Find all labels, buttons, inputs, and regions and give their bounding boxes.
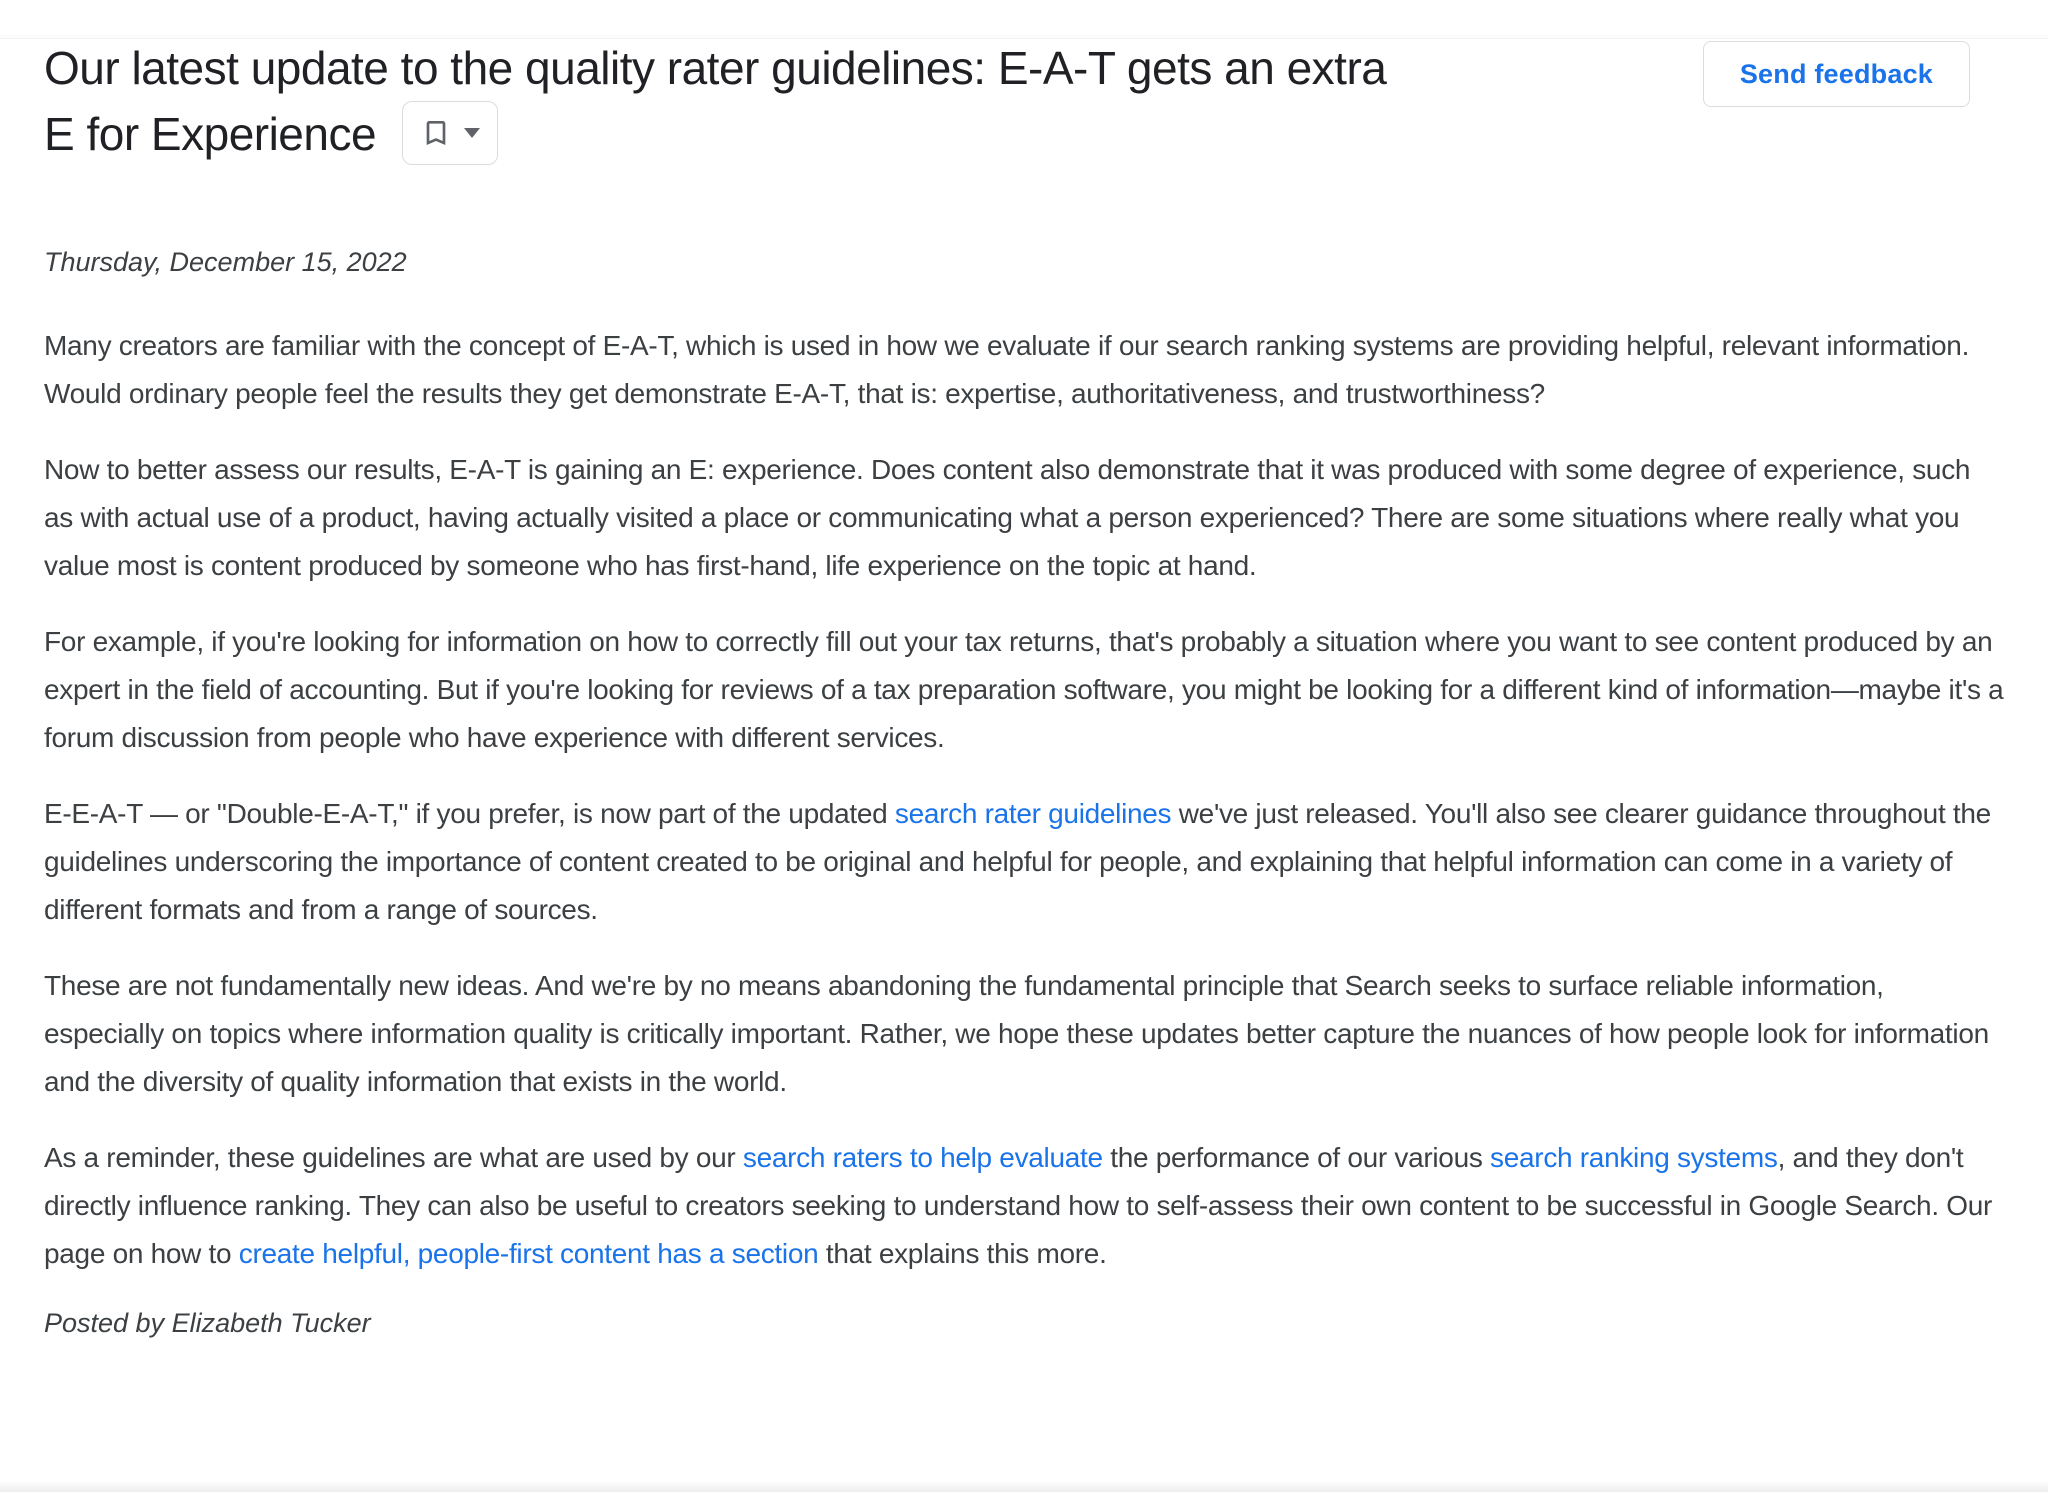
paragraph: As a reminder, these guidelines are what… — [44, 1134, 2004, 1278]
inline-link[interactable]: search raters to help evaluate — [742, 1141, 1103, 1173]
send-feedback-button[interactable]: Send feedback — [1702, 41, 1970, 107]
caret-down-icon — [464, 127, 481, 138]
paragraph: Many creators are familiar with the conc… — [44, 322, 2004, 418]
paragraph-text: that explains this more. — [818, 1237, 1107, 1269]
page-title-text: Our latest update to the quality rater g… — [44, 42, 1387, 160]
paragraph-text: For example, if you're looking for infor… — [44, 625, 2004, 753]
paragraph-text: Many creators are familiar with the conc… — [44, 329, 1970, 409]
paragraph: For example, if you're looking for infor… — [44, 618, 2004, 762]
blog-post-page: Our latest update to the quality rater g… — [0, 35, 2048, 1492]
publish-date: Thursday, December 15, 2022 — [44, 246, 407, 277]
inline-link[interactable]: search rater guidelines — [894, 797, 1172, 829]
paragraph-text: , and they don't directly influence rank… — [44, 1141, 1993, 1269]
bookmark-button[interactable] — [402, 100, 499, 165]
inline-link[interactable]: create helpful, people-first content has… — [238, 1237, 819, 1269]
page-title: Our latest update to the quality rater g… — [44, 35, 1404, 170]
paragraph-text: As a reminder, these guidelines are what… — [44, 1141, 743, 1173]
bookmark-icon — [420, 117, 452, 149]
inline-link[interactable]: search ranking systems — [1490, 1141, 1778, 1173]
paragraph-text: Now to better assess our results, E-A-T … — [44, 453, 1971, 581]
paragraph: These are not fundamentally new ideas. A… — [44, 962, 2004, 1106]
paragraph: Now to better assess our results, E-A-T … — [44, 446, 2004, 590]
paragraph-text: the performance of our various — [1102, 1141, 1491, 1173]
paragraph-text: E-E-A-T — or "Double-E-A-T," if you pref… — [44, 797, 895, 829]
top-divider — [0, 35, 2048, 39]
article-header: Our latest update to the quality rater g… — [44, 35, 2004, 170]
paragraph-text: we've just released. You'll also see cle… — [44, 797, 1991, 925]
article-body: Many creators are familiar with the conc… — [44, 322, 2004, 1278]
paragraph: E-E-A-T — or "Double-E-A-T," if you pref… — [44, 790, 2004, 934]
byline: Posted by Elizabeth Tucker — [44, 1307, 371, 1338]
paragraph-text: These are not fundamentally new ideas. A… — [44, 969, 1989, 1097]
bottom-divider — [0, 1481, 2048, 1492]
